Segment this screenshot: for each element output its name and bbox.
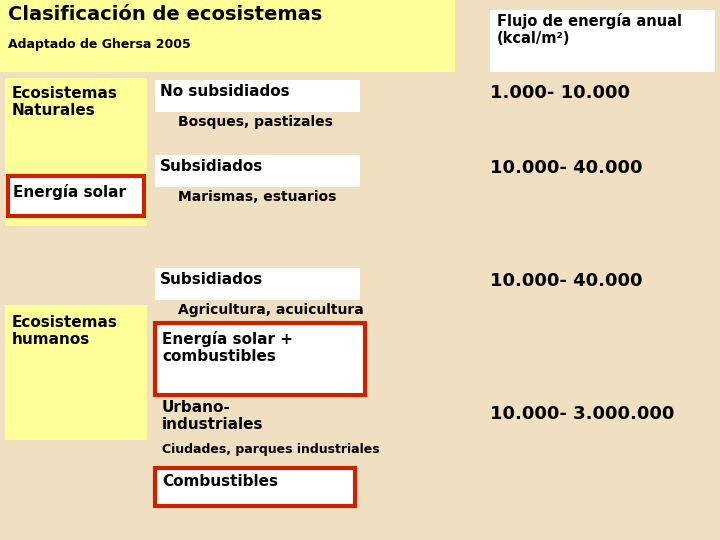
FancyBboxPatch shape — [8, 176, 144, 216]
Text: 1.000- 10.000: 1.000- 10.000 — [490, 84, 630, 102]
Text: Ciudades, parques industriales: Ciudades, parques industriales — [162, 443, 379, 456]
FancyBboxPatch shape — [155, 80, 360, 112]
FancyBboxPatch shape — [155, 155, 360, 187]
Text: Ecosistemas
humanos: Ecosistemas humanos — [12, 315, 118, 347]
Text: Subsidiados: Subsidiados — [160, 159, 264, 174]
FancyBboxPatch shape — [5, 78, 147, 226]
Text: Combustibles: Combustibles — [162, 474, 278, 489]
Text: 10.000- 3.000.000: 10.000- 3.000.000 — [490, 405, 675, 423]
Text: Energía solar: Energía solar — [13, 184, 126, 200]
FancyBboxPatch shape — [490, 10, 715, 72]
FancyBboxPatch shape — [0, 0, 455, 72]
Text: Energía solar +
combustibles: Energía solar + combustibles — [162, 331, 293, 364]
Text: 10.000- 40.000: 10.000- 40.000 — [490, 159, 642, 177]
Text: Clasificación de ecosistemas: Clasificación de ecosistemas — [8, 5, 323, 24]
Text: Bosques, pastizales: Bosques, pastizales — [178, 115, 333, 129]
FancyBboxPatch shape — [155, 468, 355, 506]
Text: 10.000- 40.000: 10.000- 40.000 — [490, 272, 642, 290]
FancyBboxPatch shape — [155, 268, 360, 300]
FancyBboxPatch shape — [5, 305, 147, 440]
Text: Adaptado de Ghersa 2005: Adaptado de Ghersa 2005 — [8, 38, 191, 51]
Text: Urbano-
industriales: Urbano- industriales — [162, 400, 264, 433]
Text: Agricultura, acuicultura: Agricultura, acuicultura — [178, 303, 364, 317]
Text: Subsidiados: Subsidiados — [160, 272, 264, 287]
Text: Flujo de energía anual
(kcal/m²): Flujo de energía anual (kcal/m²) — [497, 13, 682, 46]
Text: No subsidiados: No subsidiados — [160, 84, 289, 99]
FancyBboxPatch shape — [155, 323, 365, 395]
Text: Marismas, estuarios: Marismas, estuarios — [178, 190, 336, 204]
Text: Ecosistemas
Naturales: Ecosistemas Naturales — [12, 86, 118, 118]
